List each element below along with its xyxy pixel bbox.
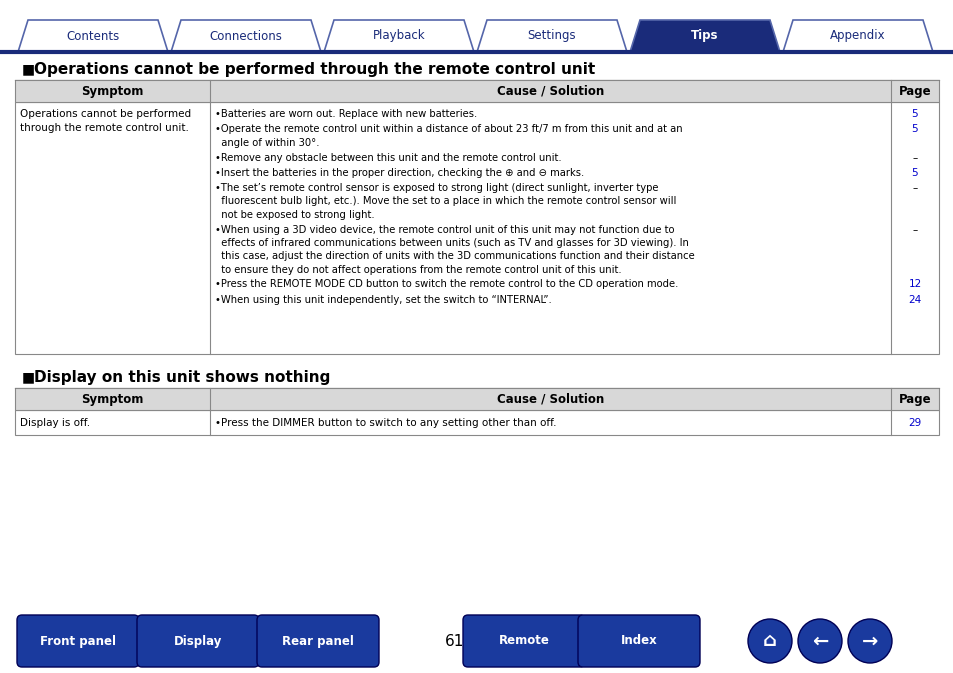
Text: •Insert the batteries in the proper direction, checking the ⊕ and ⊖ marks.: •Insert the batteries in the proper dire…	[214, 168, 583, 178]
Text: •When using a 3D video device, the remote control unit of this unit may not func: •When using a 3D video device, the remot…	[214, 225, 694, 275]
Text: Remote: Remote	[498, 635, 549, 647]
FancyBboxPatch shape	[578, 615, 700, 667]
Bar	[15, 410, 938, 435]
Text: •Press the REMOTE MODE CD button to switch the remote control to the CD operatio: •Press the REMOTE MODE CD button to swit…	[214, 279, 678, 289]
Text: •Operate the remote control unit within a distance of about 23 ft/7 m from this : •Operate the remote control unit within …	[214, 125, 682, 147]
Text: Index: Index	[620, 635, 657, 647]
Text: •Remove any obstacle between this unit and the remote control unit.: •Remove any obstacle between this unit a…	[214, 153, 561, 163]
FancyBboxPatch shape	[462, 615, 584, 667]
Text: ←: ←	[811, 631, 827, 651]
Text: Symptom: Symptom	[81, 85, 144, 98]
Text: Cause / Solution: Cause / Solution	[497, 85, 603, 98]
Text: Display: Display	[173, 635, 222, 647]
Bar	[15, 80, 938, 102]
Polygon shape	[171, 20, 320, 52]
Circle shape	[797, 619, 841, 663]
Text: –: –	[911, 153, 917, 163]
FancyBboxPatch shape	[17, 615, 139, 667]
Bar	[15, 388, 938, 410]
Text: Display on this unit shows nothing: Display on this unit shows nothing	[34, 370, 330, 385]
Text: Settings: Settings	[527, 30, 576, 42]
Text: Operations cannot be performed
through the remote control unit.: Operations cannot be performed through t…	[20, 109, 191, 133]
Text: •Batteries are worn out. Replace with new batteries.: •Batteries are worn out. Replace with ne…	[214, 109, 477, 119]
Text: ⌂: ⌂	[762, 631, 776, 651]
Text: 5: 5	[911, 168, 918, 178]
Text: Symptom: Symptom	[81, 392, 144, 406]
Text: Appendix: Appendix	[829, 30, 885, 42]
Text: →: →	[861, 631, 878, 651]
Polygon shape	[324, 20, 474, 52]
Text: •When using this unit independently, set the switch to “INTERNAL”.: •When using this unit independently, set…	[214, 295, 551, 305]
Bar	[15, 102, 938, 354]
Text: 24: 24	[907, 295, 921, 305]
Text: Display is off.: Display is off.	[20, 417, 90, 427]
Text: Operations cannot be performed through the remote control unit: Operations cannot be performed through t…	[34, 62, 595, 77]
Polygon shape	[476, 20, 626, 52]
Text: Playback: Playback	[373, 30, 425, 42]
Text: Cause / Solution: Cause / Solution	[497, 392, 603, 406]
Text: –: –	[911, 183, 917, 193]
Text: Rear panel: Rear panel	[282, 635, 354, 647]
Text: Front panel: Front panel	[40, 635, 116, 647]
Text: –: –	[911, 225, 917, 235]
Polygon shape	[782, 20, 932, 52]
FancyBboxPatch shape	[137, 615, 258, 667]
Text: Tips: Tips	[691, 30, 718, 42]
Text: 5: 5	[911, 109, 918, 119]
Text: Contents: Contents	[67, 30, 119, 42]
Text: ■: ■	[22, 62, 35, 76]
Text: 61: 61	[445, 633, 464, 649]
Text: 29: 29	[907, 417, 921, 427]
Circle shape	[747, 619, 791, 663]
Circle shape	[847, 619, 891, 663]
Text: •Press the DIMMER button to switch to any setting other than off.: •Press the DIMMER button to switch to an…	[214, 417, 556, 427]
Text: Connections: Connections	[210, 30, 282, 42]
Text: •The set’s remote control sensor is exposed to strong light (direct sunlight, in: •The set’s remote control sensor is expo…	[214, 183, 676, 219]
Text: 5: 5	[911, 125, 918, 134]
Text: Page: Page	[898, 392, 930, 406]
Polygon shape	[629, 20, 780, 52]
FancyBboxPatch shape	[256, 615, 378, 667]
Text: Page: Page	[898, 85, 930, 98]
Polygon shape	[18, 20, 168, 52]
Text: 12: 12	[907, 279, 921, 289]
Text: ■: ■	[22, 370, 35, 384]
